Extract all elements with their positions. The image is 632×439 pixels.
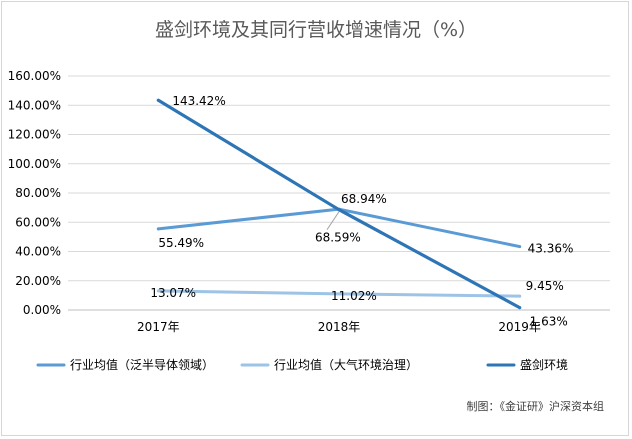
- data-point: [518, 294, 522, 298]
- data-point: [337, 292, 341, 296]
- y-tick-label: 120.00%: [8, 128, 61, 142]
- label-leader-line: [326, 211, 340, 230]
- data-label: 143.42%: [172, 94, 225, 108]
- legend-label: 盛剑环境: [520, 357, 568, 372]
- y-tick-label: 20.00%: [15, 274, 61, 288]
- data-label: 13.07%: [150, 286, 196, 300]
- y-tick-label: 80.00%: [15, 186, 61, 200]
- data-point: [518, 306, 522, 310]
- data-label: 68.94%: [341, 192, 387, 206]
- data-label: 55.49%: [158, 236, 204, 250]
- y-tick-label: 100.00%: [8, 157, 61, 171]
- y-tick-label: 140.00%: [8, 98, 61, 112]
- y-tick-label: 60.00%: [15, 215, 61, 229]
- series-line: [156, 98, 522, 310]
- x-tick-label: 2017年: [137, 320, 180, 334]
- series-lines: [156, 98, 522, 310]
- data-label: 9.45%: [526, 279, 564, 293]
- data-label: 1.63%: [530, 315, 568, 329]
- data-point: [518, 245, 522, 249]
- data-point: [156, 227, 160, 231]
- x-tick-label: 2019年: [498, 320, 541, 334]
- data-label: 11.02%: [331, 289, 377, 303]
- x-tick-label: 2018年: [318, 320, 361, 334]
- legend-label: 行业均值（大气环境治理）: [274, 357, 418, 372]
- chart-title: 盛剑环境及其同行营收增速情况（%）: [155, 19, 477, 41]
- y-tick-label: 40.00%: [15, 245, 61, 259]
- y-tick-label: 160.00%: [8, 69, 61, 83]
- data-label: 43.36%: [528, 242, 574, 256]
- x-axis: 2017年 2018年 2019年: [137, 320, 541, 334]
- data-point: [156, 289, 160, 293]
- y-axis: 0.00% 20.00% 40.00% 60.00% 80.00% 100.00% 120.…: [8, 69, 61, 317]
- data-labels: 55.49% 68.94% 43.36% 13.07% 11.02% 9.45% 143.4…: [150, 94, 573, 328]
- data-point: [156, 98, 160, 102]
- data-point: [337, 208, 341, 212]
- source-note: 制图：《金证研》沪深资本组: [467, 399, 605, 413]
- legend-label: 行业均值（泛半导体领域）: [70, 357, 214, 372]
- gridlines: [68, 75, 610, 311]
- legend: 行业均值（泛半导体领域） 行业均值（大气环境治理） 盛剑环境: [36, 357, 568, 372]
- data-label: 68.59%: [315, 231, 361, 245]
- y-tick-label: 0.00%: [23, 303, 61, 317]
